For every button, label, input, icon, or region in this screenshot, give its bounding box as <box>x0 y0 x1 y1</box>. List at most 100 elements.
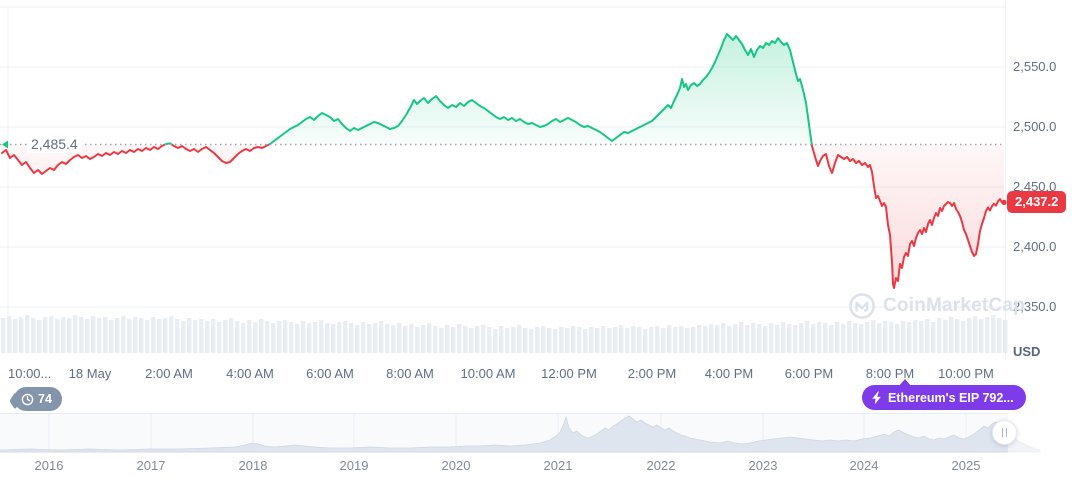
events-count: 74 <box>38 392 52 406</box>
volume-bar <box>475 326 480 353</box>
events-history-badge[interactable]: 74 <box>9 387 62 411</box>
x-axis-tick-label: 12:00 PM <box>541 366 597 381</box>
volume-bar <box>187 318 192 353</box>
volume-bar <box>205 321 210 353</box>
volume-bar <box>379 321 384 353</box>
nav-year-label: 2024 <box>849 458 879 473</box>
range-selector-handle[interactable] <box>992 420 1017 445</box>
volume-bar <box>721 323 726 353</box>
pause-bars-icon <box>1001 428 1004 437</box>
volume-bar <box>973 316 978 353</box>
volume-bar <box>85 319 90 353</box>
last-price-dot <box>1001 199 1007 205</box>
volume-bar <box>175 319 180 353</box>
volume-bar <box>841 324 846 353</box>
price-line-up <box>162 33 813 145</box>
volume-bar <box>877 323 882 353</box>
nav-year-label: 2019 <box>339 458 369 473</box>
nav-unselected-mask <box>1008 413 1072 455</box>
y-axis-label: 2,350.0 <box>1013 299 1057 314</box>
range-selector[interactable] <box>0 413 1072 455</box>
x-axis-tick-label: 6:00 AM <box>306 366 354 381</box>
volume-bar <box>79 317 84 353</box>
volume-bar <box>295 324 300 353</box>
volume-bar <box>55 319 60 353</box>
volume-bar <box>793 325 798 353</box>
volume-bar <box>673 327 678 353</box>
volume-bar <box>553 329 558 353</box>
volume-bar <box>247 320 252 353</box>
volume-bar <box>385 324 390 353</box>
volume-bar <box>517 325 522 353</box>
volume-bar <box>313 322 318 353</box>
volume-bar <box>31 318 36 353</box>
volume-bar <box>235 321 240 353</box>
volume-bar <box>289 322 294 353</box>
volume-bar <box>727 326 732 353</box>
pause-bars-icon <box>1005 428 1008 437</box>
volume-bar <box>871 320 876 353</box>
area-above-baseline <box>2 34 1004 145</box>
volume-bar <box>373 323 378 353</box>
volume-bar <box>145 320 150 353</box>
x-axis-tick-label: 4:00 AM <box>226 366 274 381</box>
volume-bar <box>343 321 348 353</box>
volume-bar <box>109 320 114 353</box>
volume-bar <box>661 328 666 353</box>
open-price-marker-icon <box>2 140 8 149</box>
volume-bar <box>73 315 78 353</box>
price-line-down <box>1 144 1005 289</box>
watermark-text: CoinMarketCap <box>883 295 1025 316</box>
volume-bar <box>115 318 120 353</box>
volume-bar <box>361 322 366 353</box>
volume-bar <box>859 324 864 353</box>
volume-bar <box>229 318 234 353</box>
volume-bar <box>241 323 246 353</box>
volume-bar <box>433 326 438 353</box>
announcement-pointer <box>898 379 912 387</box>
volume-bar <box>601 326 606 353</box>
volume-bar <box>625 328 630 353</box>
volume-bar <box>919 321 924 353</box>
volume-bar <box>283 320 288 353</box>
volume-bar <box>301 321 306 353</box>
announcement-badge[interactable]: Ethereum's EIP 792... <box>862 385 1026 410</box>
x-axis-tick-label: 8:00 PM <box>865 366 915 381</box>
volume-bar <box>325 323 330 353</box>
volume-bar <box>505 328 510 353</box>
volume-bar <box>259 319 264 353</box>
volume-bar <box>955 319 960 353</box>
y-axis-label: 2,450.0 <box>1013 179 1057 194</box>
x-axis-tick-label: 10:00... <box>8 366 52 381</box>
lightning-bolt-icon <box>872 391 881 404</box>
volume-bar <box>253 322 258 353</box>
price-chart-plot[interactable] <box>0 0 1072 360</box>
x-axis-tick-label: 2:00 PM <box>627 366 677 381</box>
area-below-baseline <box>2 144 1004 288</box>
nav-history-area <box>0 415 1041 453</box>
volume-bar <box>1003 320 1008 353</box>
volume-bar <box>331 324 336 353</box>
x-axis-tick-label: 10:00 AM <box>460 366 516 381</box>
volume-bar <box>439 328 444 353</box>
volume-bar <box>739 322 744 353</box>
volume-bar <box>541 326 546 353</box>
volume-bar <box>907 322 912 353</box>
volume-bar <box>967 318 972 353</box>
nav-year-label: 2021 <box>543 458 573 473</box>
volume-bar <box>943 320 948 353</box>
y-axis-unit-label: USD <box>1013 344 1041 359</box>
volume-bar <box>535 327 540 353</box>
volume-bar <box>949 317 954 353</box>
volume-bar <box>13 319 18 353</box>
x-axis-tick-label: 4:00 PM <box>704 366 754 381</box>
volume-bar <box>631 326 636 353</box>
volume-bar <box>985 317 990 353</box>
volume-bar <box>199 319 204 353</box>
volume-bar <box>355 325 360 353</box>
volume-bar <box>37 320 42 353</box>
volume-bar <box>127 319 132 353</box>
volume-bar <box>409 324 414 353</box>
volume-bar <box>97 318 102 353</box>
nav-year-label: 2020 <box>441 458 471 473</box>
